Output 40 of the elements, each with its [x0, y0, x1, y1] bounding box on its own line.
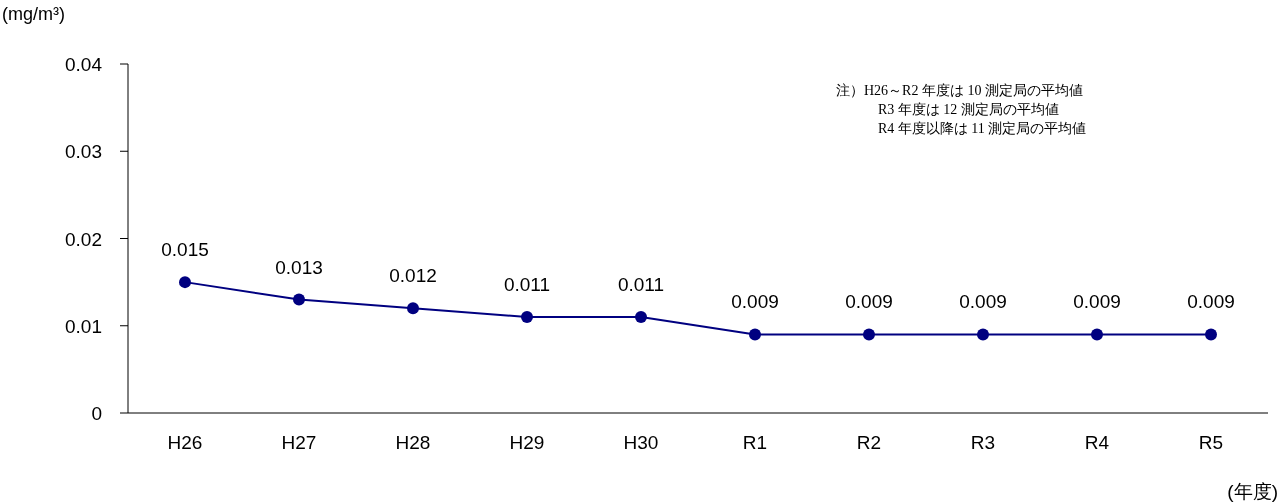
point [977, 328, 989, 341]
annotation: 注）H26～R2 年度は 10 測定局の平均値 [836, 83, 1083, 98]
point [293, 293, 305, 306]
y-tick-label: 0.01 [65, 315, 102, 337]
x-tick-label: H26 [167, 432, 203, 453]
data-label: 0.011 [503, 274, 551, 296]
data-label: 0.015 [161, 239, 209, 261]
point [179, 276, 191, 289]
data-label: 0.011 [617, 274, 665, 296]
y-tick-label: 0.02 [65, 228, 102, 250]
y-tick-label: 0.04 [65, 54, 103, 75]
point [407, 302, 419, 315]
data-label: 0.009 [959, 291, 1007, 313]
x-tick-label: H30 [623, 432, 659, 453]
point [863, 328, 875, 341]
x-tick-label: H28 [395, 432, 431, 453]
y-axis-title: (mg/m³) [2, 4, 65, 24]
x-tick-label: R4 [1084, 432, 1110, 453]
x-tick-label: R1 [742, 432, 768, 453]
data-label: 0.009 [731, 291, 779, 313]
point [1205, 328, 1217, 341]
x-tick-label: R5 [1198, 432, 1224, 453]
data-label: 0.009 [1187, 291, 1235, 313]
x-tick-label: H29 [509, 432, 545, 453]
point [521, 311, 533, 324]
data-label: 0.009 [845, 291, 893, 313]
point [635, 311, 647, 324]
annotation: R4 年度以降は 11 測定局の平均値 [878, 121, 1087, 136]
data-label: 0.012 [389, 265, 437, 287]
x-axis-title: (年度) [1227, 481, 1278, 502]
data-label: 0.009 [1073, 291, 1121, 313]
y-tick-label: 0 [91, 403, 102, 424]
y-tick-label: 0.03 [65, 141, 102, 163]
point [1091, 328, 1103, 341]
x-tick-label: R3 [970, 432, 996, 453]
x-tick-label: H27 [281, 432, 317, 453]
data-label: 0.013 [275, 256, 323, 278]
x-tick-label: R2 [856, 432, 882, 453]
annotation: R3 年度は 12 測定局の平均値 [878, 102, 1059, 117]
point [749, 328, 761, 341]
